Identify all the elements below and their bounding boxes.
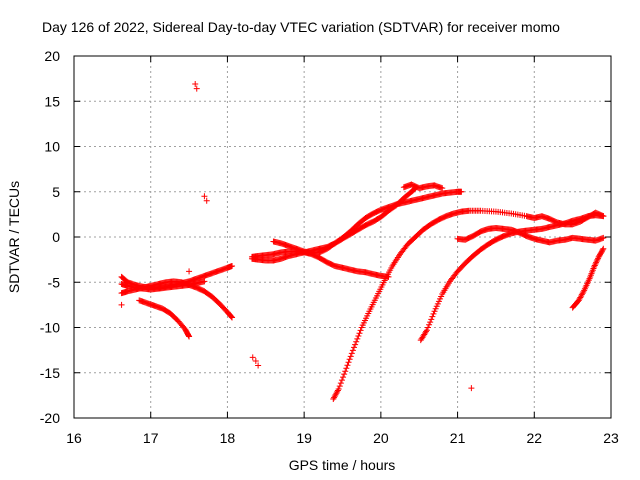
data-point-track-i (352, 341, 359, 348)
data-point-track-j (600, 213, 607, 220)
x-tick-label: 19 (296, 430, 312, 446)
data-point-track-i (345, 359, 352, 366)
data-point-track-j (426, 321, 433, 328)
data-point-track-b (229, 314, 236, 321)
data-point-outliers (186, 268, 193, 275)
data-point-track-i (334, 387, 341, 394)
data-point-track-i (336, 383, 343, 390)
data-point-track-i (356, 330, 363, 337)
data-point-track-i (349, 347, 356, 354)
data-point-track-l (580, 288, 587, 295)
data-point-track-i (337, 380, 344, 387)
data-point-track-j (427, 319, 434, 326)
data-point-track-b (228, 313, 235, 320)
data-point-track-i (348, 350, 355, 357)
data-point-track-l (591, 263, 598, 270)
data-point-outliers (249, 354, 256, 361)
data-point-track-i (347, 353, 354, 360)
data-point-track-l (593, 258, 600, 265)
x-tick-label: 18 (220, 430, 236, 446)
x-tick-label: 23 (603, 430, 619, 446)
data-point-outliers (192, 81, 199, 88)
y-tick-label: 0 (52, 229, 60, 245)
axis-ticks: 16 17 18 19 20 21 22 23 20 15 10 5 0 -5 -10 -15 -20 (40, 48, 619, 446)
data-point-outliers (201, 193, 208, 200)
data-point-track-i (341, 371, 348, 378)
data-point-track-l (594, 256, 601, 263)
y-tick-label: -15 (40, 365, 60, 381)
x-axis-label: GPS time / hours (289, 457, 396, 473)
data-point-outliers (255, 362, 262, 369)
data-point-track-l (591, 262, 598, 269)
data-point-track-i (342, 368, 349, 375)
data-point-track-i (354, 335, 361, 342)
y-tick-label: 10 (44, 139, 60, 155)
data-point-track-l (595, 255, 602, 262)
y-tick-label: 20 (44, 48, 60, 64)
y-tick-label: -20 (40, 410, 60, 426)
x-tick-label: 21 (450, 430, 466, 446)
x-tick-label: 16 (66, 430, 82, 446)
data-point-track-l (600, 245, 607, 252)
data-point-outliers (118, 301, 125, 308)
data-point-track-i (351, 344, 358, 351)
data-point-track-l (593, 259, 600, 266)
data-point-track-j (429, 313, 436, 320)
data-point-track-j (423, 328, 430, 335)
data-point-outliers (468, 385, 475, 392)
data-point-track-g (458, 188, 465, 195)
y-tick-label: -10 (40, 320, 60, 336)
y-axis-label: SDTVAR / TECUs (6, 181, 22, 293)
data-point-track-h (439, 185, 446, 192)
data-point-track-i (357, 327, 364, 334)
data-point-track-i (353, 338, 360, 345)
y-tick-label: -5 (48, 274, 61, 290)
y-tick-label: 15 (44, 93, 60, 109)
data-point-track-d (185, 332, 192, 339)
data-point-track-i (346, 356, 353, 363)
data-point-track-c (201, 278, 208, 285)
x-tick-label: 20 (373, 430, 389, 446)
data-point-track-j (423, 327, 430, 334)
data-point-outliers (193, 85, 200, 92)
x-tick-label: 17 (143, 430, 159, 446)
chart-title: Day 126 of 2022, Sidereal Day-to-day VTE… (42, 19, 560, 35)
x-tick-label: 22 (526, 430, 542, 446)
data-point-track-d (186, 333, 193, 340)
data-point-track-k (600, 234, 607, 241)
data-point-track-i (343, 365, 350, 372)
data-point-track-i (335, 386, 342, 393)
data-point-track-l (592, 261, 599, 268)
data-point-track-i (344, 362, 351, 369)
data-point-track-j (424, 324, 431, 331)
data-point-track-i (338, 377, 345, 384)
data-point-track-a (229, 262, 236, 269)
data-point-track-i (340, 374, 347, 381)
data-marks (118, 81, 607, 402)
data-point-track-i (355, 333, 362, 340)
data-point-outliers (252, 357, 259, 364)
data-point-track-j (428, 316, 435, 323)
data-point-track-j (430, 310, 437, 317)
data-point-track-l (599, 246, 606, 253)
data-point-outliers (203, 197, 210, 204)
y-tick-label: 5 (52, 184, 60, 200)
